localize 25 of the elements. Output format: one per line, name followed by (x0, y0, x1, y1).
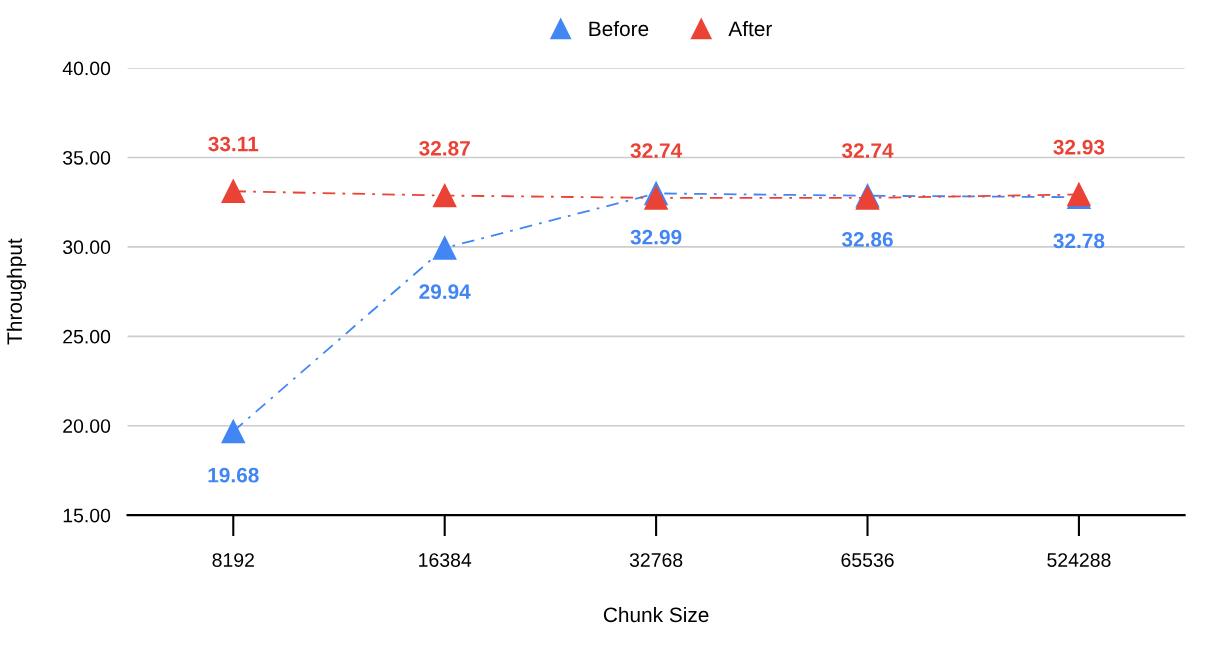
x-tick-label: 8192 (212, 553, 254, 567)
y-axis-title: Throughput (6, 238, 27, 345)
data-label: 32.74 (630, 143, 683, 159)
data-label: 32.86 (841, 232, 893, 247)
data-label: 19.68 (208, 467, 259, 483)
data-label: 32.78 (1053, 233, 1105, 249)
x-tick-label: 65536 (841, 553, 894, 567)
legend-label: After (728, 20, 772, 37)
y-tick-label: 40.00 (62, 61, 111, 76)
y-tick-label: 25.00 (63, 329, 111, 344)
x-tick-label: 16384 (419, 553, 472, 567)
data-label: 29.94 (419, 284, 471, 300)
y-tick-label: 20.00 (63, 419, 111, 433)
x-tick-label: 524288 (1047, 553, 1111, 567)
data-label: 32.87 (419, 140, 470, 156)
y-tick-label: 30.00 (63, 240, 111, 255)
x-tick-label: 32768 (629, 553, 683, 567)
data-label: 32.93 (1053, 139, 1105, 155)
data-label: 32.74 (841, 143, 894, 159)
y-tick-label: 15.00 (63, 508, 111, 523)
data-label: 32.99 (630, 229, 682, 245)
x-axis-title: Chunk Size (603, 606, 709, 623)
y-tick-label: 35.00 (63, 150, 111, 165)
data-label: 33.11 (208, 136, 259, 152)
legend-label: Before (589, 20, 649, 37)
